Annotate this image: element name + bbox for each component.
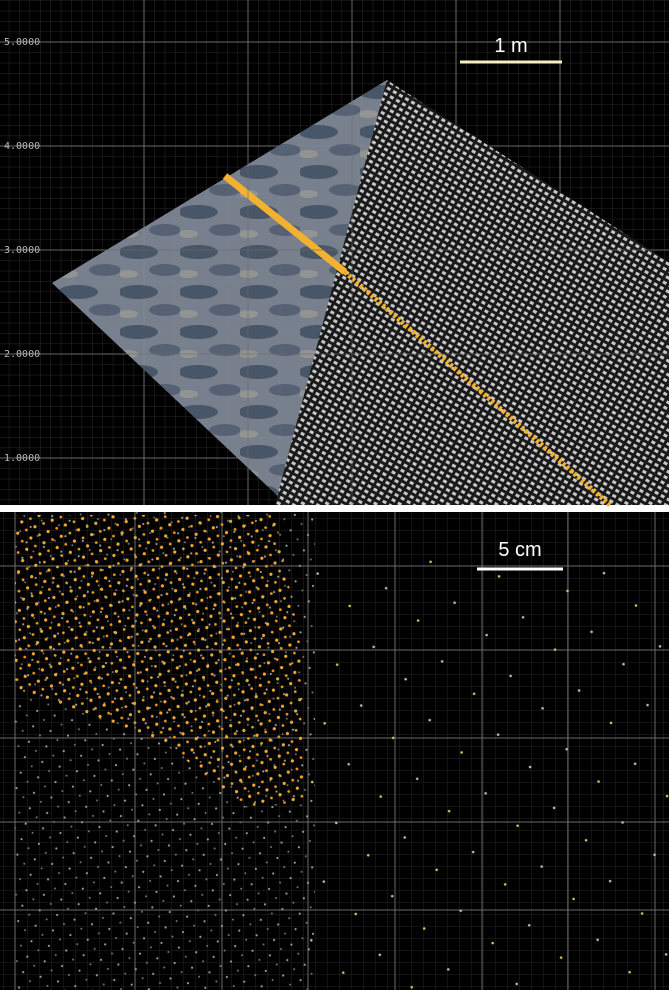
- bottom-panel: 5 cm: [0, 512, 669, 990]
- axis-label: 1.0000: [4, 453, 40, 464]
- scale-label: 5 cm: [498, 539, 541, 561]
- scale-label: 1 m: [494, 35, 527, 57]
- top-panel: 5.0000 4.0000 3.0000 2.0000 1.0000 1 m: [0, 0, 669, 505]
- screenshot: 5.0000 4.0000 3.0000 2.0000 1.0000 1 m 5 cm: [0, 0, 669, 990]
- axis-label: 4.0000: [4, 141, 40, 152]
- axis-label: 5.0000: [4, 37, 40, 48]
- axis-label: 2.0000: [4, 349, 40, 360]
- axis-label: 3.0000: [4, 245, 40, 256]
- sparse-points: [310, 560, 669, 990]
- page: 5.00004.00003.00002.00001.0000 1 m 5 cm …: [0, 0, 669, 990]
